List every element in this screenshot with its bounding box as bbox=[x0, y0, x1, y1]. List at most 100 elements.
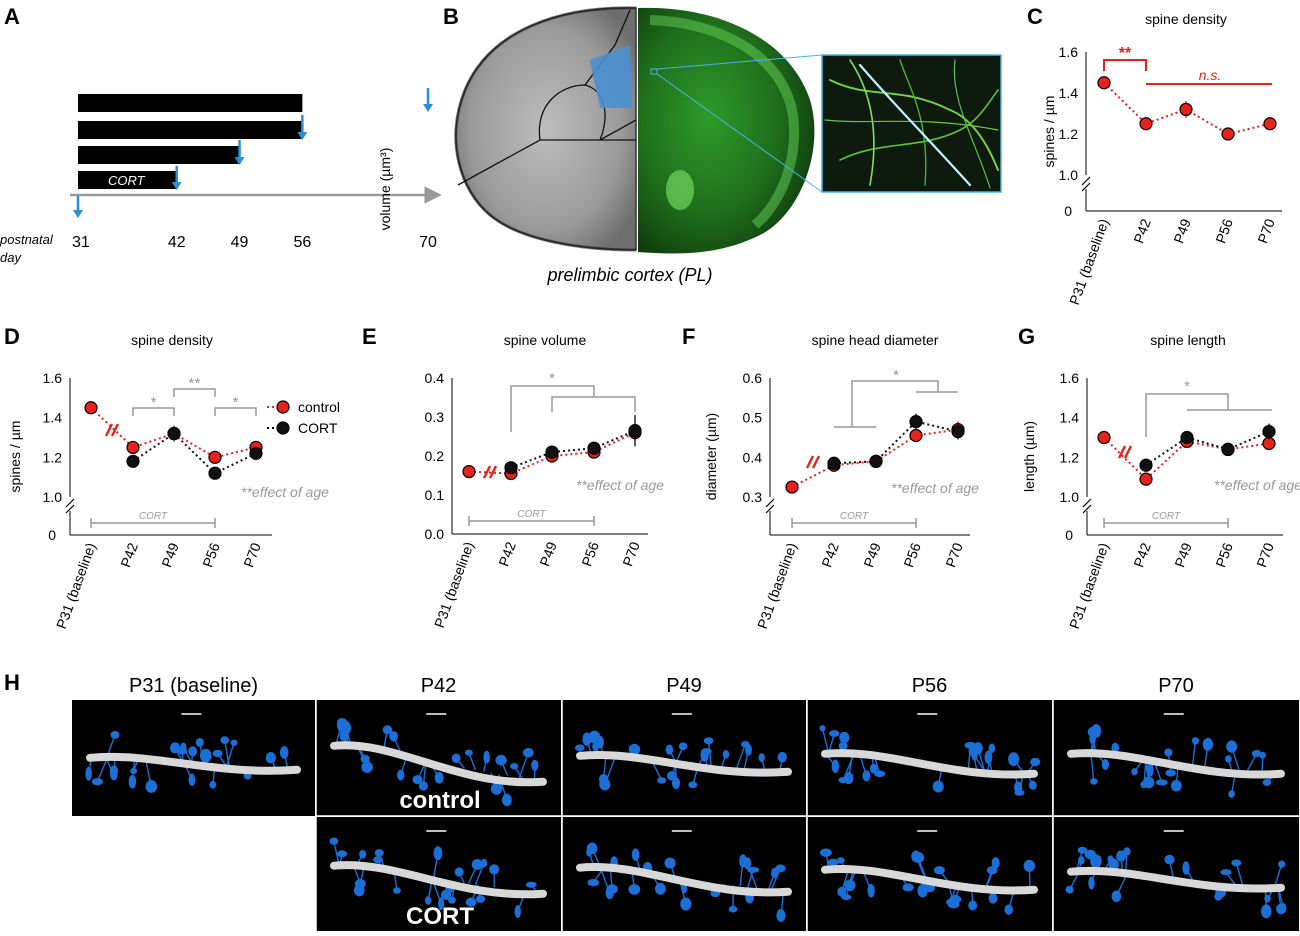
spine-head bbox=[1140, 781, 1147, 788]
spine-head bbox=[231, 740, 238, 746]
timeline-bar bbox=[78, 94, 302, 112]
spine-head bbox=[771, 868, 778, 879]
y-tick-label: 1.4 bbox=[1059, 85, 1079, 101]
spine-head bbox=[827, 859, 838, 866]
spine-head bbox=[523, 748, 534, 757]
data-point-control bbox=[1222, 128, 1234, 140]
spine-head bbox=[1278, 861, 1285, 868]
y-tick-label: 0.4 bbox=[743, 449, 763, 465]
dendrite-image bbox=[1053, 700, 1299, 816]
spine-head bbox=[375, 849, 384, 856]
spine-head bbox=[1166, 769, 1176, 776]
spine-head bbox=[992, 857, 1000, 868]
y-tick-label: 0.0 bbox=[425, 526, 445, 542]
series-line-cort bbox=[511, 431, 635, 468]
spine-head bbox=[1146, 763, 1153, 777]
y-tick-label: 1.6 bbox=[1060, 370, 1080, 386]
y-tick-label: 1.0 bbox=[1060, 489, 1080, 505]
x-tick-label: P70 bbox=[942, 540, 966, 569]
data-point-control bbox=[209, 451, 221, 463]
panel-b: B prelimbic cortex (PL) bbox=[443, 4, 1001, 285]
spine-head bbox=[820, 849, 832, 857]
spine-head bbox=[188, 746, 197, 756]
data-point-control bbox=[1180, 103, 1192, 115]
spine-head bbox=[844, 772, 853, 784]
data-point-cort bbox=[1140, 459, 1152, 471]
timeline-arrow-head bbox=[423, 104, 433, 112]
timeline-axis-label-2: day bbox=[0, 250, 22, 265]
x-tick-label: P70 bbox=[1254, 216, 1278, 245]
spine-head bbox=[266, 752, 276, 764]
spine-head bbox=[667, 771, 677, 780]
sig-label: * bbox=[151, 394, 157, 411]
spine-head bbox=[989, 893, 998, 904]
spine-head bbox=[1102, 759, 1109, 770]
spine-head bbox=[632, 848, 640, 860]
spine-head bbox=[337, 850, 347, 857]
row-label-control: control bbox=[399, 787, 480, 814]
brain-caption: prelimbic cortex (PL) bbox=[546, 265, 712, 285]
data-point-control bbox=[1140, 118, 1152, 130]
spine-head bbox=[515, 905, 521, 918]
data-point-cort bbox=[209, 467, 221, 479]
spine-head bbox=[839, 742, 848, 750]
spine-head bbox=[361, 755, 370, 763]
data-point-control bbox=[463, 466, 475, 478]
spine-head bbox=[984, 751, 992, 764]
spine-head bbox=[839, 732, 849, 744]
series-line-cort bbox=[834, 422, 958, 464]
spine-head bbox=[933, 781, 944, 793]
spine-head bbox=[1220, 869, 1231, 875]
y-tick-label: 0.1 bbox=[425, 487, 445, 503]
sig-label: n.s. bbox=[1199, 67, 1222, 83]
x-tick-label: P42 bbox=[1130, 540, 1154, 569]
effect-of-age-label: **effect of age bbox=[576, 477, 664, 493]
x-tick-label: P31 (baseline) bbox=[431, 540, 477, 630]
y-axis-label: spines / µm bbox=[1041, 96, 1057, 168]
sig-bracket-inner bbox=[552, 397, 635, 412]
y-tick-label: 1.0 bbox=[43, 489, 63, 505]
y-tick-label: 1.4 bbox=[1060, 410, 1080, 426]
spine-head bbox=[964, 742, 976, 749]
legend-label-control: control bbox=[298, 399, 340, 415]
cort-bracket-label: CORT bbox=[517, 509, 546, 520]
x-tick-label: P42 bbox=[495, 539, 519, 568]
data-point-cort bbox=[127, 455, 139, 467]
x-tick-label: P56 bbox=[900, 540, 924, 569]
spine-head bbox=[704, 737, 714, 744]
spine-head bbox=[1214, 892, 1222, 900]
timeline-tick-31: 31 bbox=[72, 234, 90, 251]
spine-head bbox=[723, 750, 730, 759]
spine-head bbox=[180, 743, 186, 752]
x-tick-label: P70 bbox=[240, 540, 264, 569]
brain-gray-hemisphere bbox=[456, 8, 636, 250]
spine-head bbox=[599, 778, 610, 790]
dendrite-column-header: P70 bbox=[1158, 675, 1194, 697]
dendrite-image-bg bbox=[807, 817, 1052, 931]
data-point-control bbox=[127, 441, 139, 453]
x-tick-label: P49 bbox=[1170, 216, 1194, 245]
sig-label: ** bbox=[1119, 45, 1132, 62]
axis-break bbox=[1082, 177, 1090, 191]
panel-letter-d: D bbox=[4, 324, 20, 349]
spine-head bbox=[452, 754, 461, 763]
spine-head bbox=[389, 731, 398, 741]
spine-head bbox=[1078, 847, 1088, 854]
spine-head bbox=[949, 895, 961, 904]
data-point-control bbox=[1264, 118, 1276, 130]
spine-head bbox=[680, 897, 691, 910]
legend-label-cort: CORT bbox=[298, 420, 338, 436]
data-point-cort bbox=[910, 416, 922, 428]
x-tick-label: P31 (baseline) bbox=[1066, 217, 1112, 307]
spine-head bbox=[1182, 861, 1189, 874]
spine-head bbox=[491, 783, 502, 795]
y-axis-label: length (µm) bbox=[1021, 421, 1037, 492]
timeline-bar bbox=[78, 121, 302, 139]
spine-head bbox=[1171, 780, 1182, 792]
